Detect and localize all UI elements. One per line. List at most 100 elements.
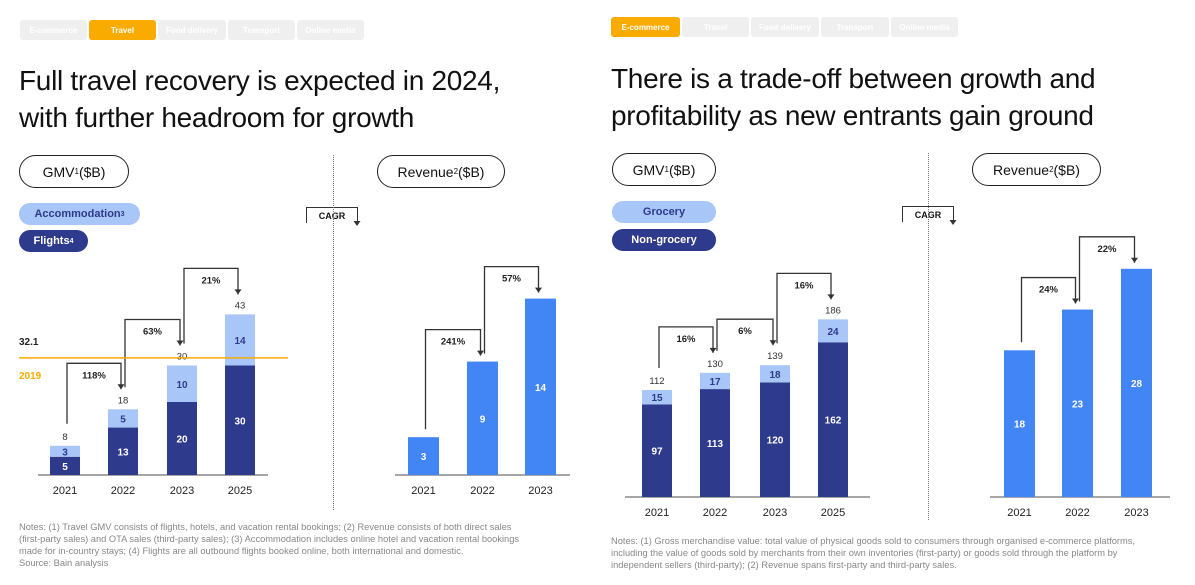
note-line: Notes: (1) Gross merchandise value: tota…	[611, 536, 1135, 546]
cagr-value: 16%	[676, 334, 696, 345]
bar-value-label: 15	[651, 393, 663, 404]
bar-total-label: 186	[825, 305, 841, 316]
revenue-bar	[408, 437, 439, 475]
revenue-pill: Revenue 2 ($B)	[972, 153, 1101, 186]
tab-transport[interactable]: Transport	[821, 17, 889, 37]
tab-online-media[interactable]: Online media	[297, 20, 364, 40]
tab-travel[interactable]: Travel	[89, 20, 156, 40]
legend-label: Grocery	[642, 206, 686, 218]
bar-segment-flights	[108, 427, 138, 475]
tab-travel[interactable]: Travel	[682, 17, 749, 37]
bar-total-label: 43	[235, 300, 246, 311]
pill-unit: ($B)	[1053, 161, 1080, 178]
pill-label: GMV	[42, 163, 75, 180]
bar-value-label: 113	[707, 439, 724, 450]
right-title: There is a trade-off between growth and …	[611, 60, 1096, 134]
x-tick-label: 2025	[228, 485, 252, 497]
tab-food-delivery[interactable]: Food delivery	[158, 20, 226, 40]
legend-accommodation: Accommodation 3	[19, 203, 140, 225]
bar-value-label: 13	[117, 447, 129, 458]
note-line: made for in-country stays; (4) Flights a…	[19, 546, 464, 556]
note-line: (first-party sales) and OTA sales (third…	[19, 534, 520, 544]
bar-segment-flights	[50, 456, 80, 475]
cagr-bracket	[66, 362, 122, 424]
note-line: independent sellers (third-party); (2) R…	[611, 560, 957, 570]
left-notes: Notes: (1) Travel GMV consists of flight…	[19, 521, 519, 569]
legend-label: Non-grocery	[631, 234, 697, 246]
note-line: including the value of goods sold by mer…	[611, 548, 1118, 558]
cagr-bracket	[124, 318, 181, 388]
legend-non-grocery: Non-grocery	[612, 229, 716, 251]
cagr-label: CAGR	[306, 207, 358, 223]
revenue-bar	[467, 361, 498, 475]
cagr-bracket	[1020, 276, 1077, 343]
reference-year-label: 2019	[19, 371, 42, 382]
bar-total-label: 18	[118, 395, 129, 406]
divider	[333, 155, 334, 510]
bar-value-label: 24	[827, 327, 839, 338]
pill-label: GMV	[632, 161, 665, 178]
bar-total-label: 8	[62, 432, 67, 443]
x-tick-label: 2023	[528, 485, 552, 497]
cagr-arrow-icon	[827, 294, 835, 300]
pill-label: Revenue	[993, 161, 1050, 178]
bar-value-label: 10	[176, 380, 188, 391]
bar-segment-accommodation	[50, 445, 80, 457]
cagr-value: 24%	[1039, 285, 1059, 296]
tab-online-media[interactable]: Online media	[891, 17, 958, 37]
bar-value-label: 17	[709, 377, 721, 388]
cagr-value: 21%	[201, 275, 221, 286]
bar-value-label: 162	[825, 416, 842, 427]
revenue-bar	[1121, 268, 1152, 497]
bar-value-label: 97	[651, 447, 663, 458]
cagr-arrow-icon	[769, 340, 777, 346]
cagr-bracket	[716, 318, 774, 351]
tab-e-commerce[interactable]: E-commerce	[20, 20, 87, 40]
cagr-bracket	[658, 326, 714, 369]
left-title: Full travel recovery is expected in 2024…	[19, 62, 500, 136]
cagr-bracket	[1078, 236, 1136, 302]
revenue-bar	[1062, 309, 1093, 497]
cagr-arrow-icon	[949, 220, 957, 225]
cagr-arrow-icon	[709, 347, 717, 353]
cagr-value: 16%	[794, 280, 814, 291]
cagr-value: 22%	[1097, 244, 1117, 255]
x-tick-label: 2022	[1065, 507, 1089, 519]
x-tick-label: 2023	[763, 507, 787, 519]
tab-transport[interactable]: Transport	[228, 20, 295, 40]
cagr-arrow-icon	[1072, 298, 1079, 304]
bar-segment-grocery	[700, 372, 730, 390]
cagr-arrow-icon	[176, 340, 184, 346]
reference-value-label: 32.1	[19, 337, 39, 348]
note-line: Source: Bain analysis	[19, 558, 109, 568]
x-tick-label: 2021	[645, 507, 669, 519]
gmv-pill: GMV 1 ($B)	[19, 155, 129, 188]
bar-value-label: 9	[480, 414, 486, 425]
bar-value-label: 23	[1072, 399, 1084, 410]
bar-value-label: 5	[120, 414, 126, 425]
bar-segment-non-grocery	[642, 404, 672, 497]
tab-e-commerce[interactable]: E-commerce	[611, 17, 680, 37]
title-line: There is a trade-off between growth and	[611, 63, 1096, 94]
x-tick-label: 2023	[170, 485, 194, 497]
cagr-arrow-icon	[535, 287, 542, 293]
bar-value-label: 28	[1131, 379, 1143, 390]
cagr-value: 241%	[441, 337, 466, 348]
pill-label: Revenue	[397, 163, 454, 180]
x-tick-label: 2021	[411, 485, 435, 497]
right-notes: Notes: (1) Gross merchandise value: tota…	[611, 535, 1135, 571]
footnote-ref: 2	[1049, 165, 1054, 174]
cagr-value: 118%	[82, 370, 106, 381]
bar-value-label: 30	[234, 416, 246, 427]
legend-label: Accommodation	[34, 208, 121, 220]
bar-segment-flights	[225, 365, 255, 475]
cagr-arrow-icon	[477, 350, 484, 356]
revenue-bar	[1004, 350, 1035, 497]
x-tick-label: 2022	[111, 485, 135, 497]
cagr-arrow-icon	[1131, 257, 1138, 263]
bar-total-label: 112	[649, 376, 664, 387]
bar-value-label: 18	[769, 370, 781, 381]
tab-food-delivery[interactable]: Food delivery	[751, 17, 819, 37]
bar-value-label: 14	[535, 383, 547, 394]
bar-segment-accommodation	[225, 314, 255, 366]
